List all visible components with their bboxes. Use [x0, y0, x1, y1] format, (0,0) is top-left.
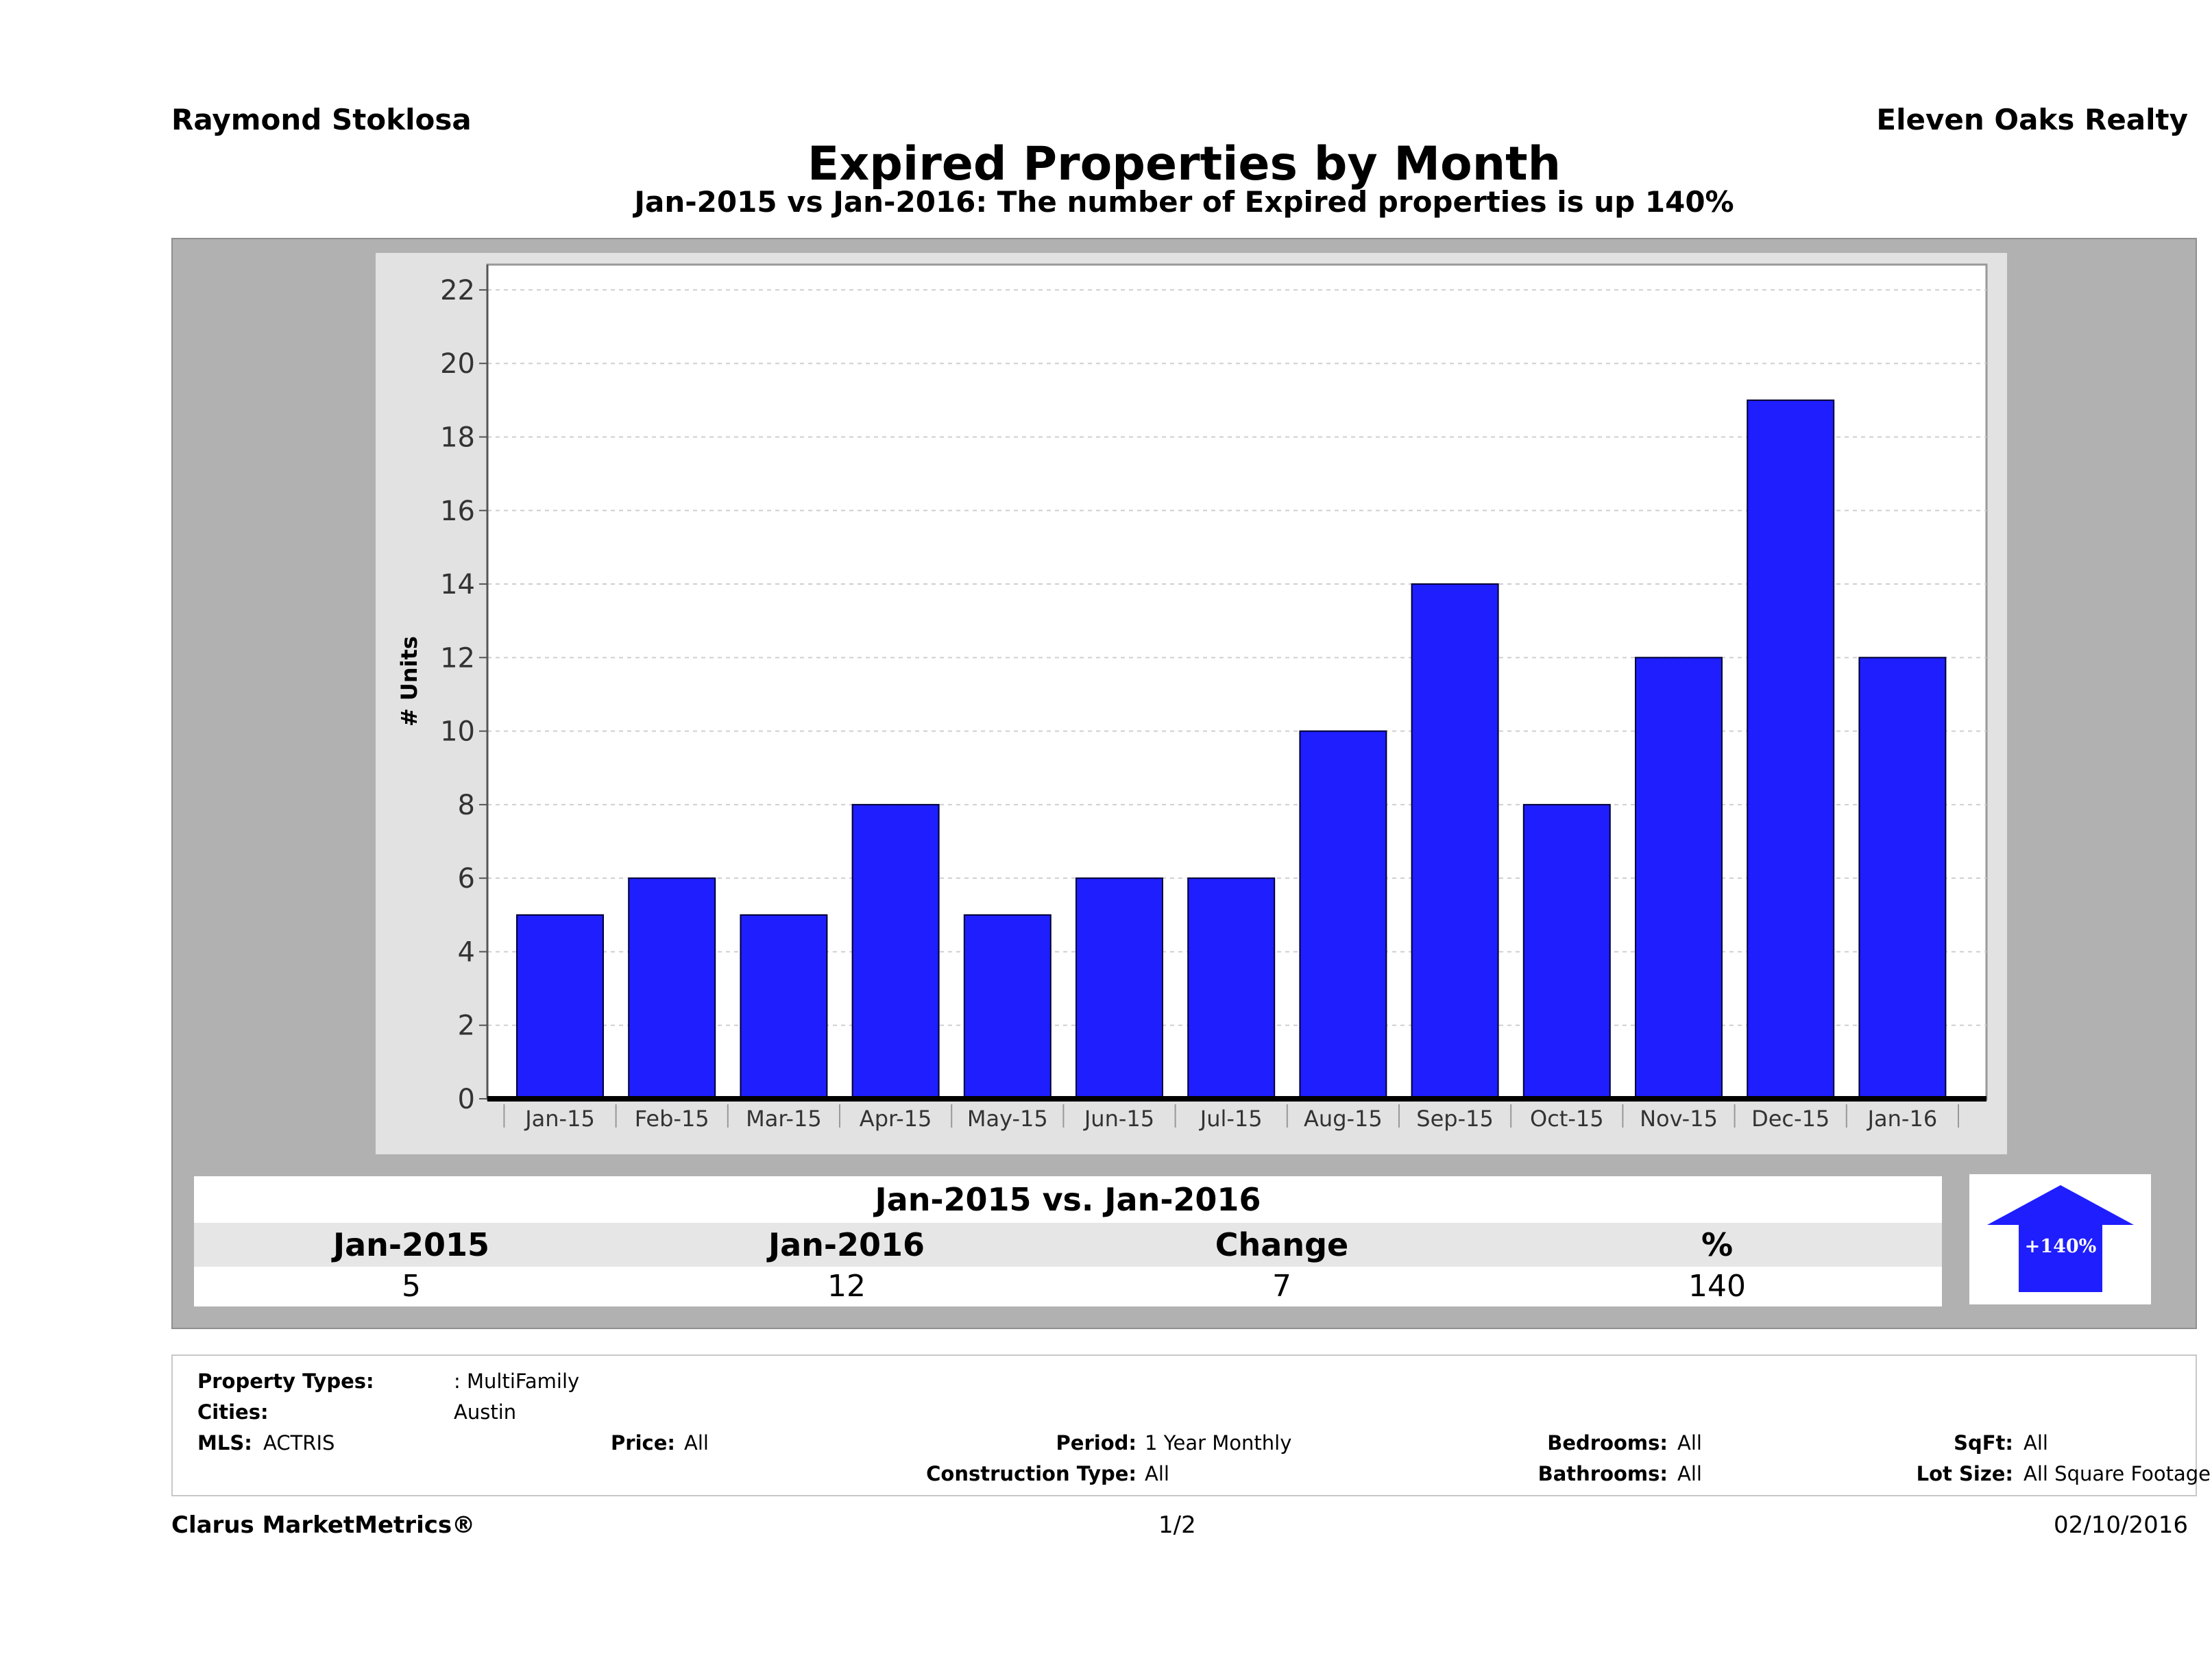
property-types-label: Property Types: — [197, 1370, 374, 1393]
y-tick-label: 16 — [440, 496, 475, 527]
price-value: All — [684, 1431, 709, 1455]
mls-label: MLS: — [197, 1431, 252, 1455]
y-ticks: 0 2 4 6 8 10 12 14 16 18 20 22 — [440, 275, 487, 1115]
y-tick-label: 8 — [458, 790, 475, 821]
y-tick-label: 4 — [458, 936, 475, 968]
bar — [1187, 877, 1276, 1099]
up-arrow-icon: +140% — [1987, 1185, 2134, 1292]
x-tick-label: Mar-15 — [746, 1106, 822, 1132]
lot-size-label: Lot Size: — [1916, 1462, 2013, 1485]
comparison-header: Jan-2015 — [332, 1226, 490, 1263]
bar — [963, 914, 1052, 1099]
x-ticks: Jan-15 Feb-15 Mar-15 Apr-15 May-15 Jun-15 Jul-… — [503, 1104, 1959, 1132]
y-tick-label: 6 — [458, 863, 475, 895]
x-tick-label: May-15 — [967, 1106, 1048, 1132]
comparison-header: Jan-2016 — [768, 1226, 925, 1263]
chart-title: Expired Properties by Month — [807, 137, 1561, 191]
period-label: Period: — [1056, 1431, 1137, 1455]
x-tick-label: Feb-15 — [635, 1106, 709, 1132]
bar — [740, 914, 828, 1099]
y-tick-label: 18 — [440, 422, 475, 453]
cities-label: Cities: — [197, 1400, 269, 1424]
agent-name: Raymond Stoklosa — [171, 103, 472, 136]
mls-value: ACTRIS — [263, 1431, 335, 1455]
sqft-label: SqFt: — [1954, 1431, 2013, 1455]
bar — [1635, 657, 1723, 1099]
comparison-value: 5 — [402, 1269, 421, 1304]
bedrooms-value: All — [1677, 1431, 1702, 1455]
bar — [1411, 583, 1499, 1100]
y-tick-label: 0 — [458, 1084, 475, 1115]
x-tick-label: Nov-15 — [1640, 1106, 1718, 1132]
property-types-value: : MultiFamily — [454, 1370, 580, 1393]
comparison-value: 140 — [1688, 1269, 1746, 1304]
period-value: 1 Year Monthly — [1145, 1431, 1292, 1455]
x-tick-label: Jan-16 — [1867, 1106, 1938, 1132]
y-tick-label: 22 — [440, 275, 475, 306]
y-tick-label: 2 — [458, 1010, 475, 1042]
construction-type-label: Construction Type: — [926, 1462, 1137, 1485]
bar — [1747, 399, 1835, 1099]
lot-size-value: All Square Footage — [2023, 1462, 2211, 1485]
bars — [516, 399, 1947, 1100]
comparison-value: 12 — [827, 1269, 866, 1304]
y-tick-label: 14 — [440, 569, 475, 600]
comparison-header: % — [1701, 1226, 1734, 1263]
comparison-title: Jan-2015 vs. Jan-2016 — [875, 1181, 1261, 1218]
bedrooms-label: Bedrooms: — [1547, 1431, 1668, 1455]
bar — [1075, 877, 1163, 1099]
bar — [1522, 803, 1611, 1099]
chart-subtitle: Jan-2015 vs Jan-2016: The number of Expi… — [634, 185, 1734, 219]
x-tick-label: Sep-15 — [1416, 1106, 1494, 1132]
bar — [1299, 730, 1387, 1099]
x-tick-label: Jan-15 — [524, 1106, 595, 1132]
bar — [851, 803, 940, 1099]
bar — [628, 877, 716, 1099]
bar — [1858, 657, 1947, 1099]
y-tick-label: 12 — [440, 642, 475, 674]
y-tick-label: 10 — [440, 716, 475, 748]
bathrooms-value: All — [1677, 1462, 1702, 1485]
x-tick-label: Jun-15 — [1083, 1106, 1154, 1132]
bar-chart: 0 2 4 6 8 10 12 14 16 18 20 22 Jan-15 Feb-15 Mar-15 Ap… — [376, 253, 2007, 1154]
y-axis-label: # Units — [396, 636, 422, 727]
x-tick-label: Jul-15 — [1199, 1106, 1263, 1132]
x-tick-label: Aug-15 — [1304, 1106, 1383, 1132]
y-tick-label: 20 — [440, 348, 475, 380]
badge-label: +140% — [2025, 1236, 2097, 1257]
sqft-value: All — [2023, 1431, 2048, 1455]
construction-type-value: All — [1145, 1462, 1169, 1485]
comparison-header-bar — [194, 1223, 1942, 1267]
search-criteria-box: Property Types: : MultiFamily Cities: Au… — [171, 1354, 2211, 1496]
bar — [516, 914, 604, 1099]
footer-page-number: 1/2 — [1158, 1511, 1196, 1539]
cities-value: Austin — [454, 1400, 517, 1424]
x-tick-label: Oct-15 — [1530, 1106, 1604, 1132]
footer-brand: Clarus MarketMetrics® — [171, 1511, 476, 1539]
change-badge: +140% — [1969, 1174, 2151, 1304]
x-tick-label: Dec-15 — [1751, 1106, 1830, 1132]
comparison-value: 7 — [1272, 1269, 1291, 1304]
x-tick-label: Apr-15 — [860, 1106, 932, 1132]
chart-panel: 0 2 4 6 8 10 12 14 16 18 20 22 Jan-15 Feb-15 Mar-15 Ap… — [171, 238, 2197, 1329]
comparison-header: Change — [1215, 1226, 1349, 1263]
company-name: Eleven Oaks Realty — [1876, 103, 2188, 136]
footer-date: 02/10/2016 — [2054, 1511, 2188, 1539]
price-label: Price: — [611, 1431, 675, 1455]
bathrooms-label: Bathrooms: — [1538, 1462, 1668, 1485]
comparison-title-bar — [194, 1176, 1942, 1223]
comparison-value-bar — [194, 1267, 1942, 1306]
